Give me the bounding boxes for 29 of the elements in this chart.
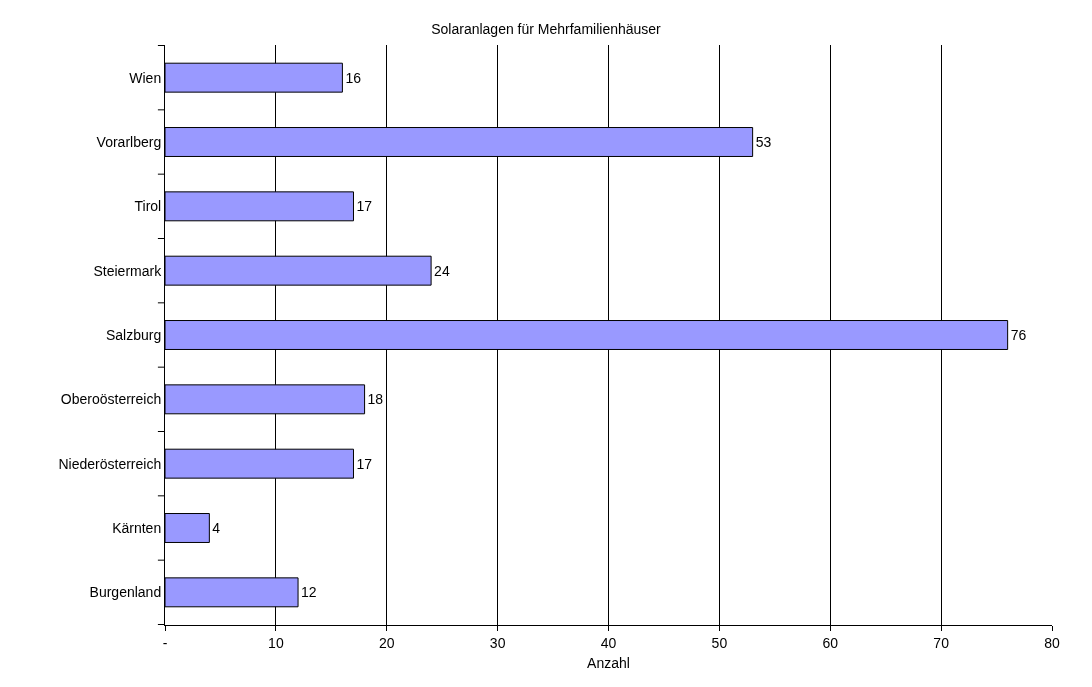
data-label: 24 — [434, 262, 450, 279]
y-tick-label: Wien — [129, 69, 162, 86]
y-tick-label: Steiermark — [93, 262, 163, 279]
x-tick-label: 80 — [1044, 634, 1060, 651]
x-tick-label: 70 — [933, 634, 950, 651]
data-label: 17 — [356, 198, 373, 215]
data-label: 17 — [356, 455, 373, 472]
chart-title: Solaranlagen für Mehrfamilienhäuser — [431, 20, 662, 37]
x-tick-label: 20 — [378, 634, 395, 651]
data-label: 53 — [755, 134, 772, 151]
y-tick-label: Tirol — [134, 198, 162, 215]
y-tick-label: Salzburg — [105, 326, 162, 343]
y-tick-label: Burgenland — [89, 584, 162, 601]
data-label: 76 — [1010, 326, 1027, 343]
y-tick-label: Oberoösterreich — [60, 391, 162, 408]
x-tick-label: 10 — [268, 634, 284, 651]
x-tick-label: 40 — [600, 634, 617, 651]
data-label: 12 — [301, 584, 317, 601]
x-tick-label: - — [162, 634, 168, 651]
y-tick-label: Niederösterreich — [58, 455, 162, 472]
data-label: 18 — [367, 391, 384, 408]
y-tick-label: Vorarlberg — [96, 133, 162, 150]
x-tick-label: 50 — [711, 634, 728, 651]
x-tick-label: 60 — [822, 634, 839, 651]
data-label: 4 — [212, 520, 221, 537]
x-axis-title: Anzahl — [587, 655, 630, 672]
data-label: 16 — [345, 69, 362, 86]
x-tick-label: 30 — [489, 634, 506, 651]
y-tick-label: Kärnten — [112, 519, 162, 536]
